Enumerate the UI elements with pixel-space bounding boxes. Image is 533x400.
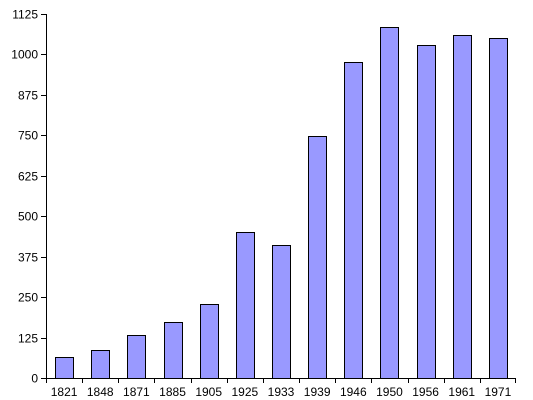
x-tick-label: 1905 xyxy=(195,385,222,399)
x-tick-label: 1848 xyxy=(87,385,114,399)
y-tick-label: 750 xyxy=(18,129,38,143)
bar-1950 xyxy=(380,27,399,379)
x-tick-label: 1971 xyxy=(485,385,512,399)
x-tick-label: 1939 xyxy=(304,385,331,399)
y-tick-label: 1000 xyxy=(11,48,38,62)
x-tick-label: 1925 xyxy=(231,385,258,399)
bar-1885 xyxy=(164,322,183,379)
x-tick-label: 1871 xyxy=(123,385,150,399)
bar-1905 xyxy=(200,304,219,379)
y-tick-label: 625 xyxy=(18,170,38,184)
bar-1956 xyxy=(417,45,436,379)
y-axis-ticks: 0 125 250 375 500 625 750 875 1000 1125 xyxy=(11,8,46,386)
y-tick-label: 875 xyxy=(18,89,38,103)
y-tick-label: 1125 xyxy=(12,8,38,22)
bar-1925 xyxy=(236,232,255,379)
x-tick-label: 1961 xyxy=(448,385,475,399)
bar-1933 xyxy=(272,245,291,379)
x-tick-label: 1946 xyxy=(340,385,367,399)
bar-1961 xyxy=(453,35,472,379)
y-tick-label: 375 xyxy=(18,251,38,265)
y-tick-label: 125 xyxy=(18,332,38,346)
bar-1848 xyxy=(91,350,110,379)
x-tick-label: 1933 xyxy=(268,385,295,399)
bar-1946 xyxy=(344,62,363,379)
bar-1871 xyxy=(127,335,146,379)
x-tick-label: 1956 xyxy=(412,385,439,399)
x-tick-label: 1821 xyxy=(51,385,78,399)
x-axis-ticks: 1821 1848 1871 1885 1905 1925 1933 1939 1946 1950… xyxy=(51,378,516,399)
y-tick-label: 0 xyxy=(31,372,38,386)
bar-1971 xyxy=(489,38,508,379)
x-tick-label: 1950 xyxy=(376,385,403,399)
y-tick-label: 500 xyxy=(18,210,38,224)
bars xyxy=(55,27,508,379)
y-tick-label: 250 xyxy=(18,291,38,305)
bar-1821 xyxy=(55,357,74,379)
x-tick-label: 1885 xyxy=(159,385,186,399)
bar-1939 xyxy=(308,136,327,379)
